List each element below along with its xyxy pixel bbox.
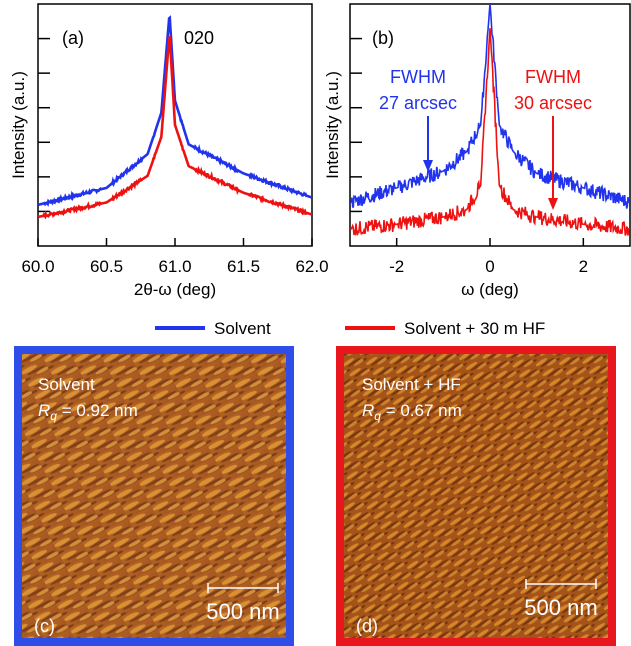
afm-image-solvent: Solvent Rq = 0.92 nm 500 nm (c) [14,346,294,646]
rq-sub-c: q [50,409,57,423]
rq-sub-d: q [374,409,381,423]
x-tick-labels-a: 60.0 60.5 61.0 61.5 62.0 [21,257,328,276]
rq-symbol-c: R [38,401,50,420]
x-tick-label: 60.5 [90,257,123,276]
panel-label-a: (a) [62,28,84,48]
ticks-b [350,37,585,246]
x-tick-label: 60.0 [21,257,54,276]
fwhm-value-hf: 30 arcsec [514,93,592,113]
panel-label-b: (b) [372,28,394,48]
afm-roughness-solvent: Rq = 0.92 nm [38,401,138,423]
afm-sample-label-hf: Solvent + HF [362,375,461,394]
afm-image-hf: Solvent + HF Rq = 0.67 nm 500 nm (d) [336,346,616,646]
scale-bar-d [525,579,597,589]
afm-topography-hf [344,354,608,638]
rq-value-d: = 0.67 nm [381,401,462,420]
series-line-b-hf [350,28,630,237]
fwhm-arrow-hf [548,116,558,210]
peak-annotation: 020 [184,28,214,48]
scale-bar-label-c: 500 nm [206,599,279,624]
afm-border-solvent [14,346,294,646]
scale-bar-label-d: 500 nm [524,595,597,620]
afm-topography-solvent [22,354,286,638]
x-tick-label: 61.5 [227,257,260,276]
panel-label-c: (c) [34,616,55,636]
x-tick-label: 0 [485,257,494,276]
legend-label-hf: Solvent + 30 m HF [404,319,545,338]
fwhm-label-solvent: FWHM [390,67,446,87]
y-axis-label-a: Intensity (a.u.) [9,71,28,179]
x-tick-label: 61.0 [158,257,191,276]
panel-label-d: (d) [356,616,378,636]
legend: Solvent Solvent + 30 m HF [155,319,545,338]
x-tick-label: 2 [579,257,588,276]
x-tick-label: -2 [389,257,404,276]
series-line-b-solvent [350,4,630,209]
legend-label-solvent: Solvent [214,319,271,338]
x-axis-label-b: ω (deg) [461,280,519,299]
rq-value-c: = 0.92 nm [57,401,138,420]
fwhm-value-solvent: 27 arcsec [379,93,457,113]
x-tick-label: 62.0 [295,257,328,276]
panel-a: (a) 020 Intensity (a.u.) 60.0 60.5 61.0 61.… [9,3,329,299]
panel-b: (b) Intensity (a.u.) FWHM 27 arcsec FWHM… [323,3,631,299]
series-line-a-solvent [38,15,312,207]
scale-bar-c [207,583,279,593]
rq-symbol-d: R [362,401,374,420]
ticks-a [37,37,313,246]
afm-sample-label-solvent: Solvent [38,375,95,394]
fwhm-arrow-solvent [423,116,433,172]
afm-border-hf [336,346,616,646]
y-axis-label-b: Intensity (a.u.) [323,71,342,179]
x-tick-labels-b: -2 0 2 [389,257,588,276]
x-axis-label-a: 2θ-ω (deg) [134,280,216,299]
fwhm-label-hf: FWHM [525,67,581,87]
series-line-a-hf [38,34,312,220]
afm-roughness-hf: Rq = 0.67 nm [362,401,462,423]
